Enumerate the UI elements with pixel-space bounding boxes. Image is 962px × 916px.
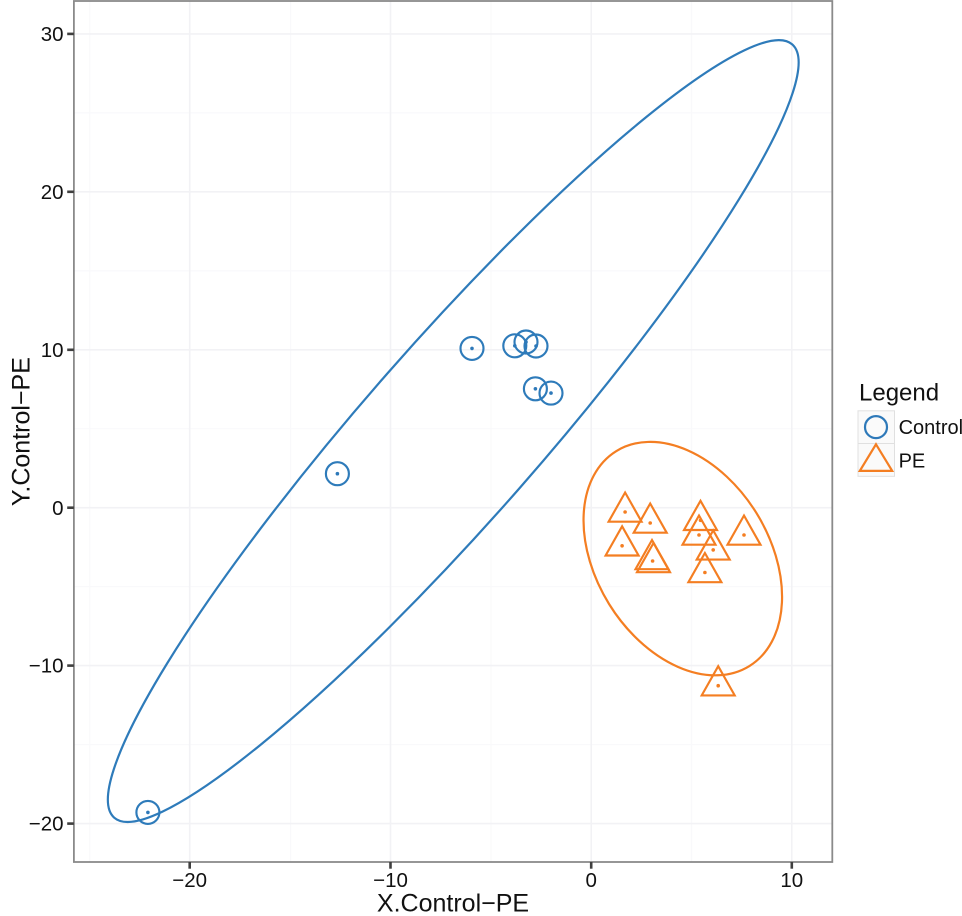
svg-text:−20: −20 [29, 813, 64, 836]
svg-text:PE: PE [899, 451, 926, 473]
svg-text:0: 0 [585, 869, 596, 892]
svg-text:20: 20 [41, 181, 64, 204]
svg-text:Y.Control−PE: Y.Control−PE [8, 357, 36, 506]
svg-text:−10: −10 [29, 655, 64, 678]
svg-text:Control: Control [899, 417, 962, 439]
svg-text:30: 30 [41, 23, 64, 46]
svg-text:Legend: Legend [859, 380, 939, 407]
svg-text:−20: −20 [172, 869, 207, 892]
svg-text:−10: −10 [373, 869, 408, 892]
svg-text:0: 0 [52, 497, 63, 520]
svg-text:10: 10 [780, 869, 803, 892]
svg-text:10: 10 [41, 339, 64, 362]
svg-text:X.Control−PE: X.Control−PE [377, 890, 529, 916]
